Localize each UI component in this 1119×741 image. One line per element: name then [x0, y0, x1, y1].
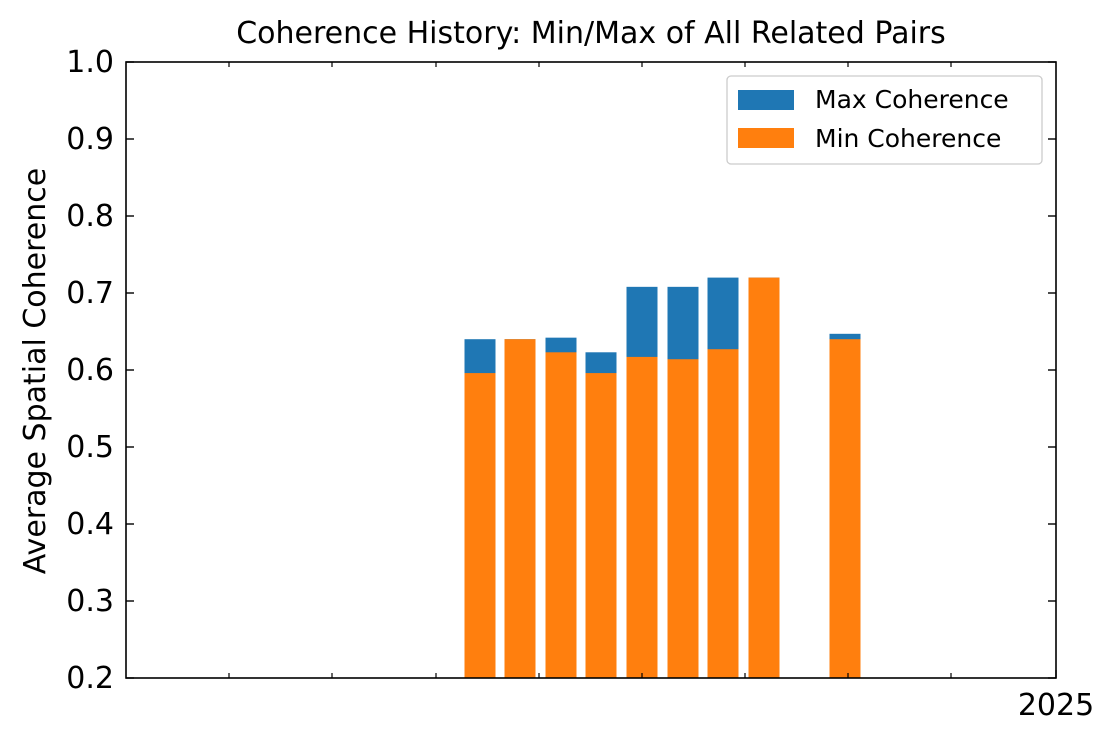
legend-box: [726, 75, 1043, 165]
bar-min: [504, 339, 536, 678]
bar-min: [545, 352, 577, 678]
y-tick-label: 0.3: [66, 584, 114, 619]
y-tick-label: 0.8: [66, 199, 114, 234]
y-tick-label: 0.4: [66, 507, 114, 542]
ticks-group: 0.2 0.3 0.4 0.5 0.6 0.7 0.8 0.9 1.0 2025: [66, 45, 1094, 723]
y-tick-label: 0.5: [66, 430, 114, 465]
legend-swatch-max: [738, 90, 794, 110]
plot-frame: [125, 61, 1057, 679]
y-tick-label: 0.7: [66, 276, 114, 311]
bar-min: [585, 373, 617, 678]
y-axis-label: Average Spatial Coherence: [18, 168, 53, 574]
legend: Max Coherence Min Coherence: [726, 75, 1043, 165]
bar-min: [464, 373, 496, 678]
bar-min: [829, 339, 861, 678]
legend-label-min: Min Coherence: [815, 124, 1001, 153]
bars-group: [464, 277, 861, 678]
bar-min: [667, 359, 699, 678]
y-tick-label: 0.9: [66, 122, 114, 157]
bar-min: [748, 277, 780, 678]
y-tick-label: 0.2: [66, 661, 114, 696]
chart-title: Coherence History: Min/Max of All Relate…: [236, 16, 946, 51]
y-tick-label: 1.0: [66, 45, 114, 80]
legend-swatch-min: [738, 128, 794, 148]
y-tick-label: 0.6: [66, 353, 114, 388]
bar-min: [707, 349, 739, 678]
x-tick-label: 2025: [1018, 688, 1094, 723]
legend-label-max: Max Coherence: [815, 85, 1009, 114]
bar-min: [626, 356, 658, 678]
